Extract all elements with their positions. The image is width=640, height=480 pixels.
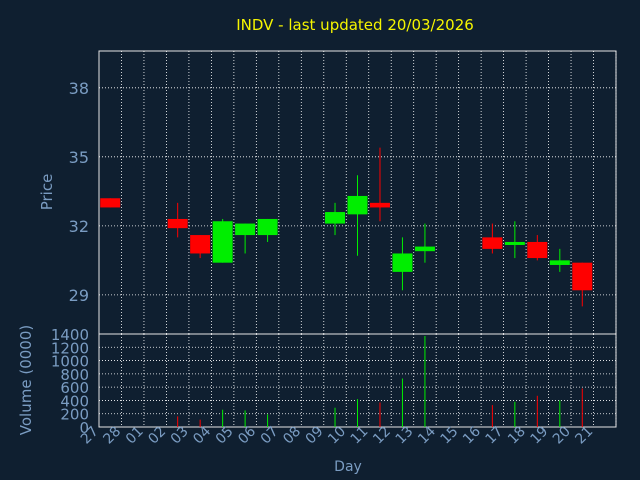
- candle-body: [482, 237, 503, 249]
- volume-tick-label: 1400: [51, 326, 89, 344]
- candle-body: [257, 218, 278, 236]
- chart-marks: 2728010203040506070809101112131415161718…: [51, 50, 617, 447]
- candle-body: [235, 223, 256, 236]
- candle-body: [190, 235, 211, 254]
- volume-tick-label: 400: [60, 392, 89, 410]
- candle-body: [527, 241, 548, 259]
- chart-title: INDV - last updated 20/03/2026: [236, 16, 474, 34]
- price-tick-label: 38: [69, 79, 89, 98]
- price-tick-label: 29: [69, 286, 89, 305]
- candle-body: [212, 221, 233, 263]
- x-axis-label: Day: [334, 459, 362, 475]
- candle-body: [347, 195, 368, 215]
- candle-body: [414, 246, 435, 252]
- volume-tick-label: 0: [79, 419, 89, 437]
- candle-body: [325, 212, 346, 224]
- candle-body: [572, 262, 593, 291]
- price-tick-label: 32: [69, 217, 89, 236]
- price-tick-label: 35: [69, 148, 89, 167]
- candle-body: [100, 198, 121, 208]
- volume-tick-label: 1000: [51, 353, 89, 371]
- volume-tick-label: 600: [60, 379, 89, 397]
- price-axis-label: Price: [38, 174, 56, 211]
- candle-body: [369, 202, 390, 208]
- volume-tick-label: 200: [60, 406, 89, 424]
- candle-body: [392, 253, 413, 272]
- candle-body: [504, 241, 525, 245]
- candle-body: [167, 218, 188, 229]
- volume-axis-label: Volume (0000): [17, 325, 35, 435]
- volume-tick-label: 1200: [51, 339, 89, 357]
- candle-body: [549, 260, 570, 265]
- volume-tick-label: 800: [60, 366, 89, 384]
